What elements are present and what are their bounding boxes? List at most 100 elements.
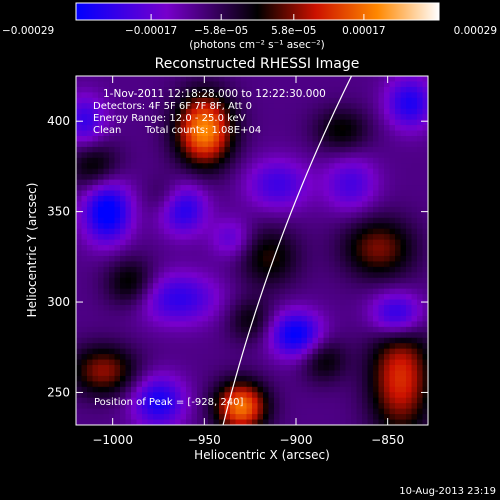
heatmap-cell xyxy=(230,283,236,290)
heatmap-cell xyxy=(329,419,335,425)
heatmap-cell xyxy=(296,179,302,186)
heatmap-cell xyxy=(125,125,132,131)
heatmap-cell xyxy=(76,119,82,126)
heatmap-cell xyxy=(334,135,341,142)
heatmap-cell xyxy=(224,283,231,290)
heatmap-cell xyxy=(263,103,269,110)
heatmap-cell xyxy=(285,250,291,257)
heatmap-cell xyxy=(395,277,401,284)
heatmap-cell xyxy=(378,250,385,257)
heatmap-cell xyxy=(136,354,143,360)
heatmap-cell xyxy=(411,348,418,355)
heatmap-cell xyxy=(274,135,280,142)
heatmap-cell xyxy=(389,234,396,240)
heatmap-cell xyxy=(384,359,390,366)
heatmap-cell xyxy=(81,86,88,93)
heatmap-cell xyxy=(395,212,401,219)
heatmap-cell xyxy=(164,310,170,317)
heatmap-cell xyxy=(400,103,407,110)
heatmap-cell xyxy=(197,277,203,284)
heatmap-cell xyxy=(213,392,220,399)
heatmap-cell xyxy=(400,370,407,377)
heatmap-cell xyxy=(373,212,379,219)
heatmap-cell xyxy=(92,168,99,175)
heatmap-cell xyxy=(367,135,374,142)
heatmap-cell xyxy=(142,359,148,366)
heatmap-cell xyxy=(351,277,357,284)
heatmap-cell xyxy=(158,315,165,322)
heatmap-cell xyxy=(213,141,220,148)
heatmap-cell xyxy=(230,163,236,170)
heatmap-cell xyxy=(373,343,379,350)
heatmap-cell xyxy=(246,288,253,295)
heatmap-cell xyxy=(120,141,126,148)
heatmap-cell xyxy=(406,321,412,328)
heatmap-cell xyxy=(219,321,225,328)
heatmap-cell xyxy=(406,179,412,186)
heatmap-cell xyxy=(98,397,104,404)
heatmap-cell xyxy=(296,321,302,328)
heatmap-cell xyxy=(296,332,302,339)
heatmap-cell xyxy=(274,130,280,137)
heatmap-cell xyxy=(219,212,225,219)
heatmap-cell xyxy=(329,217,335,224)
heatmap-cell xyxy=(153,81,159,88)
heatmap-cell xyxy=(340,310,346,317)
heatmap-cell xyxy=(197,201,203,208)
heatmap-cell xyxy=(329,266,335,273)
heatmap-cell xyxy=(208,348,214,355)
heatmap-cell xyxy=(230,348,236,355)
heatmap-cell xyxy=(235,315,242,322)
heatmap-cell xyxy=(279,152,286,159)
heatmap-cell xyxy=(389,305,396,311)
heatmap-cell xyxy=(307,130,313,137)
heatmap-cell xyxy=(224,185,231,191)
heatmap-cell xyxy=(422,130,428,137)
heatmap-cell xyxy=(219,392,225,399)
heatmap-cell xyxy=(246,239,253,246)
heatmap-cell xyxy=(136,321,143,328)
heatmap-cell xyxy=(147,125,154,131)
heatmap-cell xyxy=(76,125,82,131)
heatmap-cell xyxy=(411,190,418,197)
heatmap-cell xyxy=(92,86,99,93)
heatmap-cell xyxy=(131,250,137,257)
heatmap-cell xyxy=(120,299,126,306)
heatmap-cell xyxy=(406,103,412,110)
heatmap-cell xyxy=(285,310,291,317)
heatmap-cell xyxy=(329,103,335,110)
heatmap-cell xyxy=(373,86,379,93)
heatmap-cell xyxy=(290,288,297,295)
heatmap-cell xyxy=(98,141,104,148)
heatmap-cell xyxy=(81,337,88,344)
heatmap-cell xyxy=(169,157,176,164)
heatmap-cell xyxy=(268,234,275,240)
heatmap-cell xyxy=(87,375,93,382)
heatmap-cell xyxy=(389,163,396,170)
heatmap-cell xyxy=(235,152,242,159)
heatmap-cell xyxy=(373,234,379,240)
heatmap-cell xyxy=(290,408,297,415)
heatmap-cell xyxy=(76,146,82,153)
heatmap-cell xyxy=(230,381,236,388)
heatmap-cell xyxy=(373,152,379,159)
heatmap-cell xyxy=(312,397,319,404)
heatmap-cell xyxy=(395,174,401,181)
heatmap-cell xyxy=(153,234,159,240)
heatmap-cell xyxy=(274,108,280,115)
heatmap-cell xyxy=(329,408,335,415)
heatmap-cell xyxy=(334,206,341,213)
heatmap-cell xyxy=(202,255,209,262)
heatmap-cell xyxy=(384,255,390,262)
heatmap-cell xyxy=(296,310,302,317)
heatmap-cell xyxy=(208,255,214,262)
heatmap-cell xyxy=(334,125,341,131)
heatmap-cell xyxy=(367,381,374,388)
heatmap-cell xyxy=(114,370,121,377)
heatmap-cell xyxy=(120,332,126,339)
heatmap-cell xyxy=(87,206,93,213)
heatmap-cell xyxy=(142,250,148,257)
heatmap-cell xyxy=(191,272,198,279)
heatmap-cell xyxy=(323,168,330,175)
heatmap-cell xyxy=(136,397,143,404)
